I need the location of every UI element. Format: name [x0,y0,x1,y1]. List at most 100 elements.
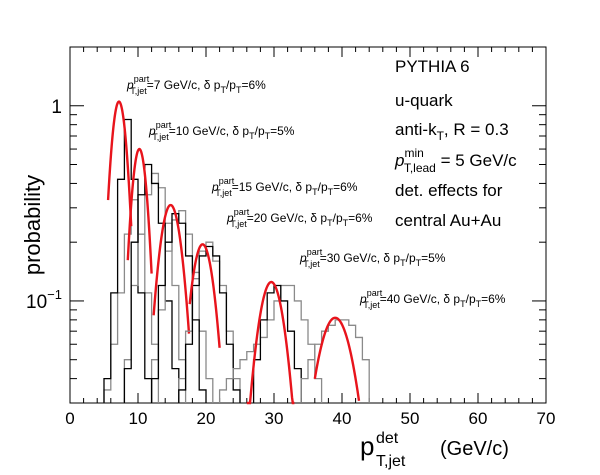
gauss-fit [152,203,191,334]
y-tick-label: 1 [51,97,62,118]
annotation-part: part [307,247,323,257]
info-line: anti-kT, R = 0.3 [395,120,509,143]
info-text: u-quark [395,91,453,110]
y-tick-label: 10−1 [26,287,62,313]
series-annotation: ppart T,jet=7 GeV/c, δ pT/pT=6% [126,74,266,96]
info-text: anti-k [395,120,437,139]
annotation-pt: =20 GeV/c, δ p [247,211,328,225]
annotation-res: /p [466,292,476,306]
annotation-tjet: T,jet [152,132,169,142]
x-tick-label: 50 [401,409,420,428]
annotation-res: /p [318,180,328,194]
annotation-tjet: T,jet [303,259,320,269]
annotation-res-tail: =6% [241,78,266,92]
annotation-p: p [126,78,134,92]
x-axis-label: p det T,jet (GeV/c) [360,430,509,470]
annotation-tjet: T,jet [230,219,247,229]
info-sub: T,lead [404,161,436,175]
annotation-tjet: T,jet [363,300,380,310]
annotation-res-tail: =6% [333,180,358,194]
series-1 [123,147,187,403]
gauss-fit [126,147,153,274]
annotation-T2: T [265,131,271,141]
gauss-fit [188,243,221,348]
x-axis: 0 10 20 30 40 50 60 70 [65,47,555,428]
annotation-T2: T [328,187,334,197]
annotation-T1: T [400,258,406,268]
x-tick-label: 40 [333,409,352,428]
histogram-gray [123,172,187,403]
annotation-p: p [211,180,219,194]
series-annotation: ppart T,jet=30 GeV/c, δ pT/pT=5% [299,247,446,269]
x-tick-label: 30 [265,409,284,428]
x-axis-label-sup: det [376,430,399,447]
y-axis: 1 10−1 [26,97,546,380]
info-line: det. effects for [395,181,503,200]
x-axis-label-main: p [360,431,374,461]
annotation-p: p [226,211,234,225]
info-text: det. effects for [395,181,503,200]
info-text: central Au+Au [395,211,501,230]
histogram-gray [150,210,214,403]
series-3 [178,241,241,403]
info-line: PYTHIA 6 [395,57,470,76]
x-tick-label: 60 [469,409,488,428]
annotation-T2: T [416,258,422,268]
annotation-p: p [359,292,367,306]
annotation-res-tail: =6% [348,211,373,225]
info-box: PYTHIA 6 u-quark anti-kT, R = 0.3 pmin T,lea… [394,57,517,230]
annotation-T2: T [476,299,482,309]
series-annotation: ppart T,jet=20 GeV/c, δ pT/pT=6% [226,207,373,229]
info-text: p [394,151,404,170]
series-2 [150,203,214,403]
series-annotation: ppart T,jet=15 GeV/c, δ pT/pT=6% [211,176,358,198]
info-line: u-quark [395,91,453,110]
histogram-gray [300,319,370,403]
y-tick-exponent: −1 [47,287,62,302]
annotation-T1: T [220,85,226,95]
annotation-res: /p [406,251,416,265]
annotation-tjet: T,jet [130,86,147,96]
histogram-gray [218,284,323,403]
info-rest: , R = 0.3 [444,120,509,139]
histogram-black [150,213,207,403]
x-tick-label: 20 [197,409,216,428]
x-axis-label-sub: T,jet [376,453,406,470]
annotation-res: /p [255,124,265,138]
info-line: pmin T,lead = 5 GeV/c [394,146,517,175]
annotation-part: part [219,176,235,186]
series-4 [218,280,323,405]
gauss-fit [313,316,361,402]
annotation-part: part [367,288,383,298]
annotation-pt: =40 GeV/c, δ p [380,292,461,306]
annotation-pt: =7 GeV/c, δ p [147,78,221,92]
annotation-res-tail: =5% [421,251,446,265]
histogram-black [178,245,241,403]
y-axis-label: probability [20,175,45,275]
annotation-T1: T [312,187,318,197]
annotation-res: /p [226,78,236,92]
histogram-gray [178,241,241,403]
series-annotation: ppart T,jet=10 GeV/c, δ pT/pT=5% [148,120,295,142]
info-sup: min [404,146,423,160]
y-tick-base: 1 [51,97,62,118]
histogram-black [252,284,302,403]
info-sub: T [437,129,445,143]
histogram-black [123,163,180,403]
info-line: central Au+Au [395,211,501,230]
annotation-res: /p [333,211,343,225]
info-text: PYTHIA 6 [395,57,470,76]
series-5 [300,316,370,403]
annotation-part: part [234,207,250,217]
annotation-T1: T [327,218,333,228]
annotation-res-tail: =5% [270,124,295,138]
annotation-T1: T [460,299,466,309]
gauss-fit [106,100,133,227]
info-rest: = 5 GeV/c [436,151,517,170]
series-annotation: ppart T,jet=40 GeV/c, δ pT/pT=6% [359,288,506,310]
series-layer [103,100,370,405]
plot-frame [69,46,547,404]
x-tick-label: 10 [129,409,148,428]
annotation-pt: =10 GeV/c, δ p [169,124,250,138]
